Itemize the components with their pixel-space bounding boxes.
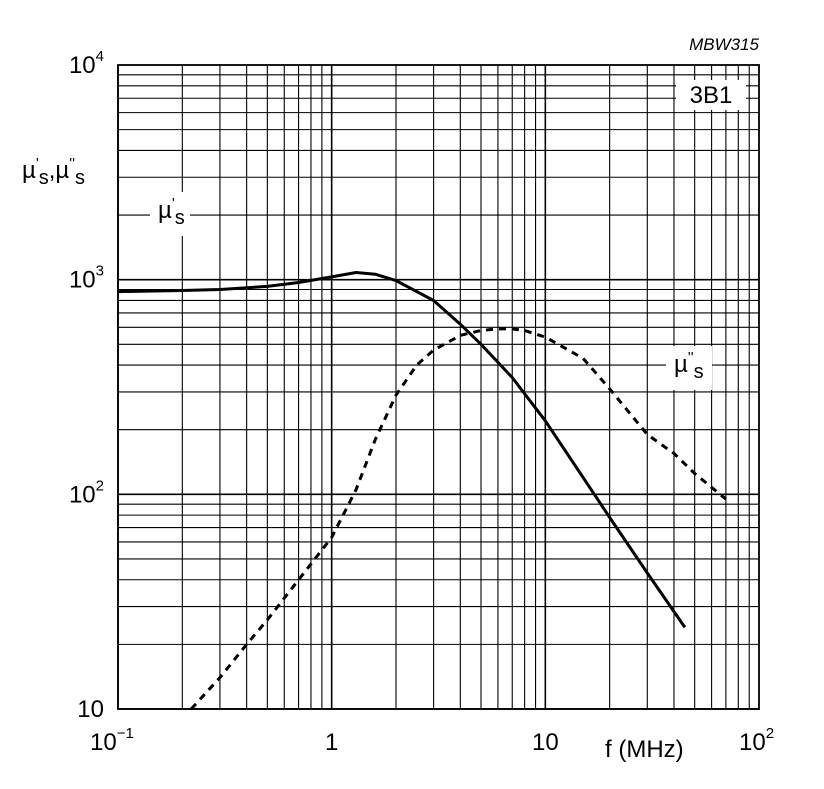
y-label-sup: '' [69,155,75,172]
series-label-base: µ [674,351,688,378]
tick-base: 10 [90,729,117,756]
mu-imag-label-bg [666,346,712,390]
tick-exponent: 4 [96,48,104,65]
tick-base: 1 [325,729,338,756]
tick-base: 10 [77,696,104,723]
mu-real-curve [117,271,687,629]
mu-real-label: µ's [158,195,185,229]
material-label-bg [676,80,746,110]
tick-exponent: 3 [96,263,104,280]
y-label-base: µ [22,157,36,184]
x-tick-label: 10 [532,729,559,756]
y-label-base: µ [55,157,69,184]
series-label-sub: s [175,207,185,229]
mu-imag-label: µ''s [674,349,704,383]
tick-exponent: 2 [96,477,104,494]
x-axis-label: f (MHz) [605,736,684,763]
plot-frame [117,64,760,710]
mu-imag-curve [190,327,727,711]
tick-base: 10 [739,729,766,756]
mu-real-label-bg [150,192,190,236]
tick-base: 10 [69,52,96,79]
tick-exponent: 2 [766,725,774,742]
y-tick-label: 104 [69,48,104,79]
grid [117,64,760,710]
series-group [117,271,727,711]
tick-base: 10 [69,267,96,294]
tick-base: 10 [69,481,96,508]
tick-base: 10 [532,729,559,756]
reference-code: MBW315 [689,35,759,54]
series-label-base: µ [158,197,172,224]
tick-exponent: −1 [117,725,134,742]
material-label: 3B1 [690,82,733,109]
y-axis-label: µ's,µ''s [22,155,85,189]
y-label-sup: ' [36,155,39,172]
y-label-sub: s [75,167,85,189]
x-tick-label: 102 [739,725,774,756]
series-label-sup: ' [172,195,175,212]
y-tick-label: 10 [77,696,104,723]
y-axis-label-bg [20,150,108,196]
y-label-sub: s [39,167,49,189]
series-label-sup: '' [688,349,694,366]
y-tick-label: 102 [69,477,104,508]
series-label-sub: s [694,361,704,383]
x-tick-label: 10−1 [90,725,134,756]
y-label-sep: , [49,157,56,184]
y-tick-label: 103 [69,263,104,294]
x-tick-label: 1 [325,729,338,756]
